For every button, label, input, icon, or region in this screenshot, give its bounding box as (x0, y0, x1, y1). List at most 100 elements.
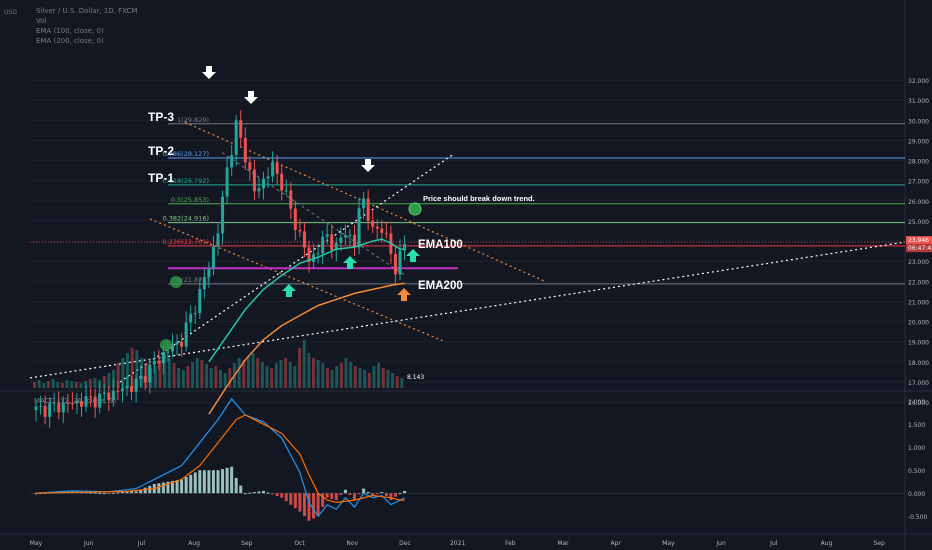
volume-bar (321, 363, 325, 388)
candle-body (334, 242, 338, 251)
candle-body (366, 198, 370, 221)
fib-label: 0.5(25.853) (171, 196, 209, 204)
time-tick: Dec (399, 540, 411, 547)
volume-bar (377, 363, 381, 388)
volume-bar (121, 358, 125, 388)
ema100-legend[interactable]: EMA (100, close, 0) (36, 27, 104, 35)
ema200-legend[interactable]: EMA (200, close, 0) (36, 37, 104, 45)
volume-bar (102, 376, 106, 388)
candle-body (330, 234, 334, 251)
candle-body (166, 351, 170, 353)
macd-histogram-bar (175, 480, 179, 494)
macd-histogram-bar (284, 493, 288, 502)
volume-bar (51, 379, 55, 388)
macd-histogram-bar (330, 493, 334, 499)
candle-body (302, 231, 306, 248)
volume-bar (205, 364, 209, 388)
price-tick: 32.000 (908, 78, 929, 85)
candle-body (84, 396, 88, 407)
breakout-circle (160, 339, 172, 351)
countdown-badge (906, 244, 932, 253)
volume-bar (33, 382, 36, 388)
candle-body (152, 360, 156, 365)
volume-bar (88, 379, 92, 388)
fib-label: 0.236(23.761) (163, 238, 209, 246)
time-tick: May (662, 540, 675, 547)
candle-body (211, 246, 215, 269)
time-tick: 2021 (450, 540, 465, 547)
ema200-label: EMA200 (418, 280, 463, 292)
candle-body (143, 375, 147, 383)
candle-body (198, 289, 202, 314)
macd-histogram-bar (221, 469, 225, 494)
time-tick: May (30, 540, 43, 547)
vol-legend[interactable]: Vol (36, 17, 47, 25)
candle-body (298, 229, 302, 232)
macd-histogram-bar (125, 491, 129, 494)
price-tick: 31.000 (908, 98, 929, 105)
candle-body (148, 364, 152, 383)
price-tick: 18.000 (908, 360, 929, 367)
macd-histogram-bar (93, 492, 97, 494)
volume-bar (135, 350, 139, 388)
macd-histogram-bar (389, 493, 393, 501)
macd-histogram-bar (198, 470, 202, 494)
target-circle (408, 202, 422, 216)
volume-bar (214, 366, 218, 388)
time-axis: May Jun Jul Aug Sep Oct Nov Dec 2021 Feb Mar Apr May… (30, 540, 885, 547)
macd-histogram-bar (211, 470, 215, 494)
volume-bar (400, 378, 404, 388)
macd-histogram-bar (180, 479, 184, 494)
axis-currency: USD (4, 9, 17, 16)
candle-body (175, 341, 179, 345)
candle-body (357, 208, 361, 248)
candle-body (239, 120, 243, 138)
candle-body (75, 400, 79, 404)
price-tick: 29.000 (908, 138, 929, 145)
candle-body (52, 402, 56, 404)
candle-body (34, 406, 38, 411)
candle-body (293, 208, 297, 230)
macd-histogram-bar (157, 483, 161, 494)
macd-histogram-bar (111, 492, 115, 494)
macd-histogram-bar (252, 492, 256, 494)
macd-histogram-bar (353, 493, 356, 501)
volume-bar (46, 381, 50, 388)
macd-histogram-bar (343, 489, 347, 494)
macd-histogram-bar (230, 466, 234, 494)
volume-bar (246, 356, 250, 388)
time-tick: Oct (294, 540, 305, 547)
price-tick: 27.000 (908, 179, 929, 186)
macd-histogram-bar (362, 488, 366, 494)
candle-body (98, 393, 102, 408)
candle-body (325, 234, 329, 237)
candle-body (289, 190, 293, 209)
candle-body (61, 402, 65, 413)
candle-body (380, 228, 384, 233)
candle-body (275, 162, 279, 174)
candle-body (48, 403, 52, 417)
macd-histogram-bar (193, 472, 197, 494)
candle-body (157, 360, 161, 364)
candle-body (43, 405, 47, 417)
volume-bar (116, 363, 120, 388)
price-axis: 32.000 31.000 30.000 29.000 28.000 27.000 26.0… (4, 9, 929, 407)
macd-histogram-bar (202, 470, 206, 494)
candle-body (280, 173, 284, 191)
volume-bar (381, 368, 385, 388)
volume-bar (325, 368, 329, 388)
volume-bar (79, 383, 83, 388)
macd-tick: 1.000 (908, 445, 925, 452)
volume-bar (139, 358, 143, 388)
macd-legend[interactable]: MACD (12, 26, close, 9) (34, 397, 117, 405)
time-tick: Jul (769, 540, 778, 547)
macd-pane: 2.000 1.500 1.000 0.500 0.000 -0.500 (30, 397, 928, 521)
candle-body (271, 162, 275, 177)
macd-histogram-bar (275, 493, 279, 497)
volume-bar (37, 380, 41, 388)
volume-bar (70, 381, 74, 388)
symbol-title[interactable]: Silver / U.S. Dollar, 1D, FXCM (36, 7, 138, 15)
volume-bar (302, 340, 306, 388)
arrow-up-icon (343, 256, 357, 269)
